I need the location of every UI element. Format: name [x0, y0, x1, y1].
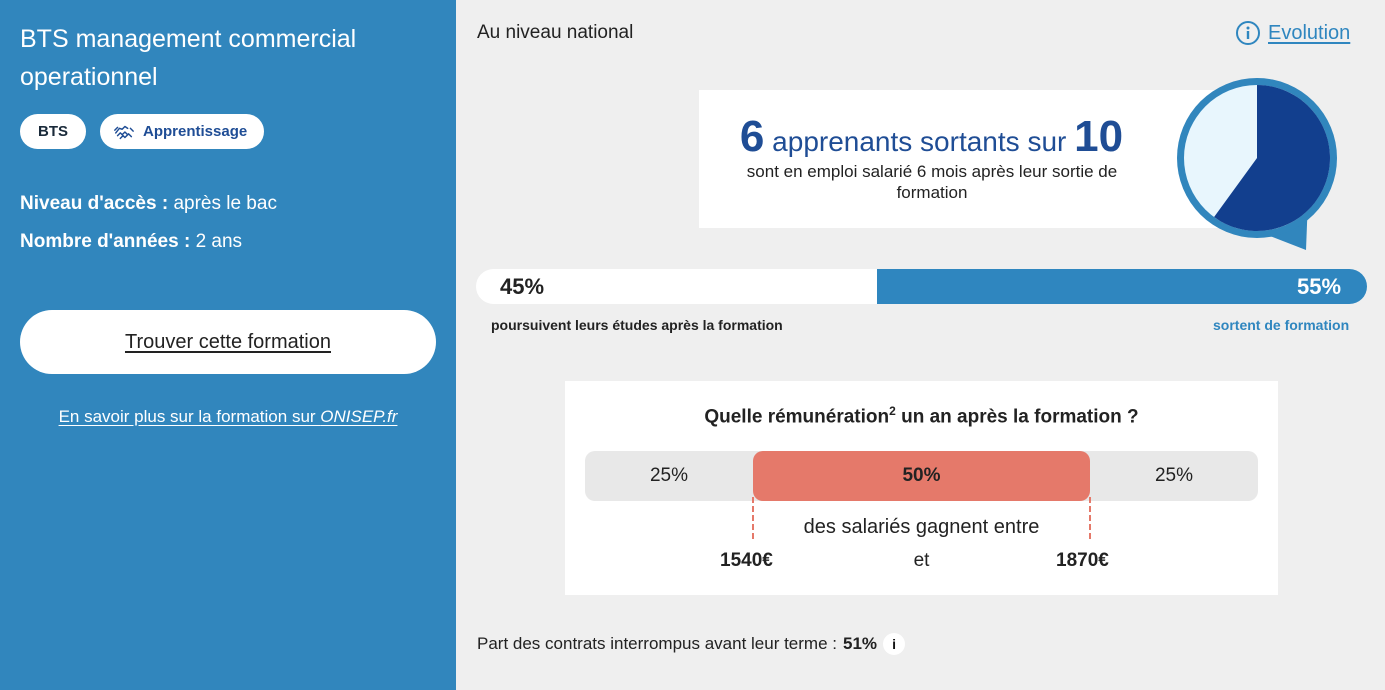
salary-footnote: 2 [889, 404, 896, 418]
salary-high: 1870€ [1056, 550, 1109, 571]
employment-stat-card: 6 apprenants sortants sur 10 sont en emp… [699, 90, 1239, 228]
contracts-info: Part des contrats interrompus avant leur… [477, 633, 906, 655]
access-level: Niveau d'accès : après le bac [20, 192, 277, 216]
split-left-value: 45% [500, 274, 545, 299]
contracts-label: Part des contrats interrompus avant leur… [477, 634, 837, 653]
handshake-icon [114, 125, 134, 139]
tag-list: BTS Apprentissage [20, 114, 265, 149]
salary-question-end: un an après la formation ? [901, 406, 1139, 428]
onisep-link-site: ONISEP.fr [320, 407, 398, 426]
sidebar: BTS management commercial operationnel B… [0, 0, 456, 690]
info-circle-icon [1236, 21, 1260, 45]
salary-question-start: Quelle rémunération [704, 406, 890, 428]
contracts-value: 51% [843, 634, 878, 653]
onisep-link-text: En savoir plus sur la formation sur [58, 407, 321, 426]
duration: Nombre d'années : 2 ans [20, 230, 242, 254]
split-left-label: poursuivent leurs études après la format… [491, 317, 783, 333]
salary-low: 1540€ [720, 550, 773, 571]
onisep-link[interactable]: En savoir plus sur la formation sur ONIS… [0, 407, 456, 427]
years-value: 2 ans [195, 231, 243, 252]
years-label: Nombre d'années : [20, 231, 191, 252]
tag-apprentissage-label: Apprentissage [143, 123, 248, 140]
range-left-dash [752, 497, 754, 539]
formation-title: BTS management commercial operationnel [20, 25, 357, 91]
evolution-link[interactable]: Evolution [1235, 20, 1350, 46]
split-bar-fill [876, 269, 1367, 304]
range-right-dash [1089, 497, 1091, 539]
split-bar [476, 269, 1367, 304]
split-right-value: 55% [1297, 274, 1342, 299]
employment-description: sont en emploi salarié 6 mois après leur… [746, 162, 1118, 202]
employment-headline: 6 apprenants sortants sur 10 [699, 112, 1164, 162]
tag-bts: BTS [20, 114, 86, 149]
range-mid-pct: 50% [753, 451, 1090, 501]
tag-apprentissage: Apprentissage [100, 114, 265, 149]
range-right-pct: 25% [1154, 465, 1194, 486]
access-label: Niveau d'accès : [20, 193, 169, 214]
employment-pie-icon [1177, 78, 1337, 250]
evolution-label: Evolution [1268, 21, 1351, 44]
salary-earn-text: des salariés gagnent entre [803, 516, 1040, 538]
info-icon[interactable]: i [883, 633, 906, 655]
salary-card: Quelle rémunération2 un an après la form… [565, 381, 1278, 595]
scope-title: Au niveau national [477, 22, 634, 43]
salary-range-bar: 25% 50% 25% [585, 451, 1258, 501]
range-left-pct: 25% [649, 465, 689, 486]
split-right-label: sortent de formation [1213, 317, 1350, 333]
employment-total: 10 [1074, 112, 1124, 161]
employment-count: 6 [739, 112, 765, 161]
salary-and: et [913, 550, 930, 571]
employment-text: apprenants sortants sur [772, 126, 1067, 157]
access-value: après le bac [173, 193, 277, 214]
salary-question: Quelle rémunération2 un an après la form… [565, 404, 1278, 428]
find-formation-button[interactable]: Trouver cette formation [20, 310, 436, 374]
pie-employed-slice [1214, 85, 1330, 231]
